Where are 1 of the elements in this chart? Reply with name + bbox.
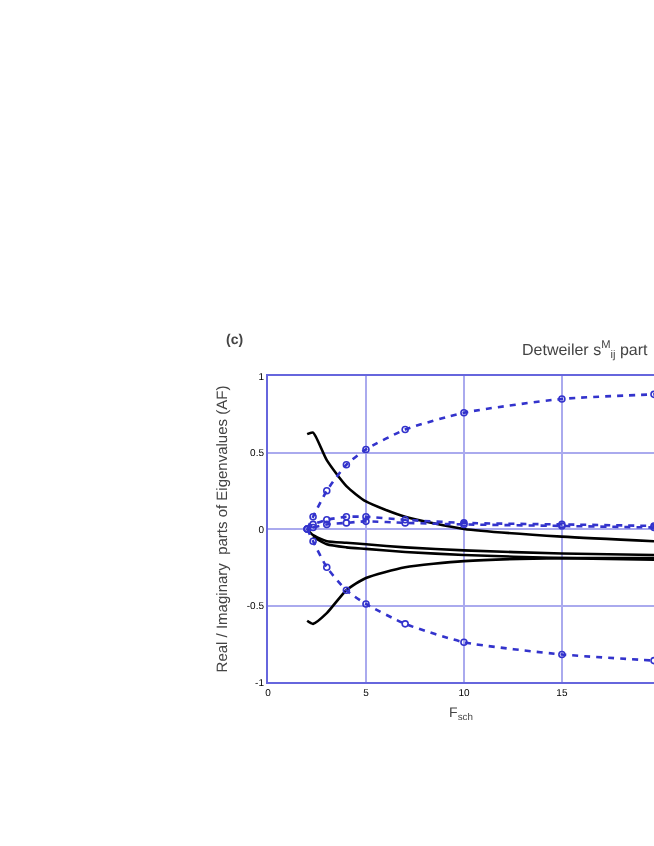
chart-title: Detweiler s$^{M}$$_{ij}$ part	[522, 340, 650, 363]
